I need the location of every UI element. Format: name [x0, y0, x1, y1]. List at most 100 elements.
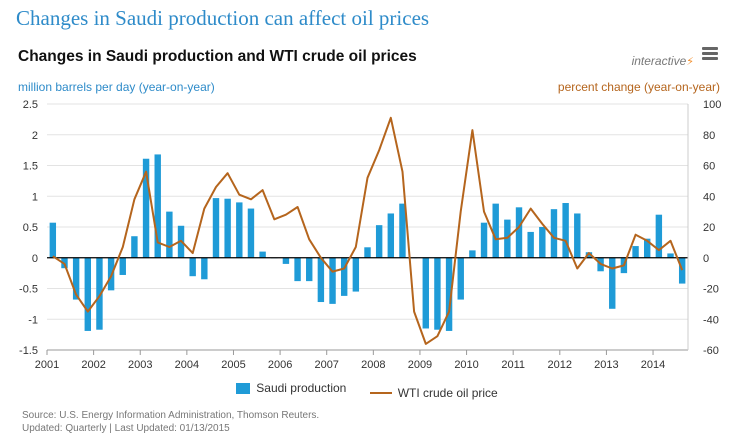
saudi-production-bar	[469, 250, 476, 258]
saudi-production-bar	[632, 246, 639, 258]
saudi-production-bar	[527, 231, 534, 258]
bar-swatch-icon	[236, 382, 251, 394]
hamburger-menu-icon[interactable]	[702, 47, 718, 61]
saudi-production-bar	[247, 208, 255, 258]
legend-item-wti-price[interactable]: WTI crude oil price	[369, 385, 498, 400]
saudi-production-bar	[550, 209, 558, 258]
x-tick-label: 2013	[594, 359, 618, 371]
left-tick-label: 1.5	[23, 161, 38, 173]
saudi-production-bar	[236, 202, 243, 258]
right-tick-label: 100	[703, 99, 721, 111]
saudi-production-bar	[306, 257, 313, 282]
x-tick-label: 2004	[175, 359, 199, 371]
saudi-production-bar	[364, 247, 371, 258]
saudi-production-bar	[340, 257, 348, 296]
left-tick-label: 2	[32, 130, 38, 142]
saudi-production-bar	[49, 222, 57, 258]
saudi-production-bar	[457, 257, 464, 300]
x-tick-label: 2012	[548, 359, 572, 371]
saudi-production-bar	[574, 213, 581, 258]
saudi-production-bar	[224, 198, 231, 258]
saudi-production-bar	[72, 257, 80, 300]
saudi-production-bar	[562, 203, 569, 258]
saudi-production-bar	[585, 252, 593, 258]
saudi-production-bar	[119, 257, 126, 275]
footer-source: Source: U.S. Energy Information Administ…	[22, 410, 320, 421]
right-tick-label: 60	[703, 161, 715, 173]
wti-price-line	[52, 116, 684, 345]
saudi-production-bar	[445, 257, 453, 331]
saudi-production-bar	[294, 257, 301, 282]
x-tick-label: 2006	[268, 359, 292, 371]
interactive-label[interactable]: interactive⚡	[632, 54, 694, 68]
saudi-production-bar	[387, 213, 395, 258]
legend-label-saudi-production: Saudi production	[256, 381, 347, 395]
right-tick-label: -40	[703, 314, 719, 326]
line-swatch-icon	[369, 391, 392, 394]
saudi-production-bar	[189, 257, 196, 277]
menu-line	[702, 57, 718, 60]
x-tick-label: 2007	[314, 359, 338, 371]
left-axis-label: million barrels per day (year-on-year)	[18, 80, 215, 94]
left-tick-label: 1	[32, 191, 38, 203]
saudi-production-bar	[142, 158, 150, 258]
chart-title: Changes in Saudi production and WTI crud…	[18, 48, 417, 65]
footer-updated: Updated: Quarterly | Last Updated: 01/13…	[22, 423, 230, 434]
left-tick-label: -1	[28, 314, 38, 326]
saudi-production-bar	[131, 236, 138, 258]
lightning-bolt-icon: ⚡	[686, 56, 694, 68]
right-tick-label: 0	[703, 253, 709, 265]
saudi-production-bar	[678, 257, 686, 284]
legend: Saudi production WTI crude oil price	[0, 381, 734, 400]
saudi-production-bar	[492, 203, 499, 258]
right-axis-label: percent change (year-on-year)	[557, 80, 720, 94]
saudi-production-bar	[480, 222, 488, 258]
saudi-production-bar	[515, 207, 523, 258]
left-tick-label: 0	[32, 253, 38, 265]
x-tick-label: 2003	[128, 359, 152, 371]
saudi-production-bar	[166, 211, 173, 258]
saudi-production-bar	[667, 253, 674, 258]
interactive-text: interactive	[631, 54, 687, 68]
right-tick-label: 40	[703, 191, 715, 203]
x-tick-label: 2014	[641, 359, 665, 371]
legend-item-saudi-production[interactable]: Saudi production	[236, 381, 346, 395]
saudi-production-bar	[259, 251, 266, 258]
left-tick-label: -1.5	[19, 345, 38, 357]
x-tick-label: 2010	[454, 359, 478, 371]
right-tick-label: 20	[703, 222, 715, 234]
x-tick-label: 2005	[221, 359, 245, 371]
x-tick-label: 2011	[501, 359, 525, 371]
x-tick-label: 2009	[408, 359, 432, 371]
saudi-production-bar	[655, 214, 663, 258]
saudi-production-bar	[352, 257, 360, 292]
saudi-production-bar	[282, 257, 290, 264]
saudi-production-bar	[84, 257, 91, 331]
saudi-production-bar	[329, 257, 336, 304]
right-tick-label: 80	[703, 130, 715, 142]
left-tick-label: 2.5	[23, 99, 38, 111]
x-tick-label: 2008	[361, 359, 385, 371]
saudi-production-bar	[212, 198, 220, 258]
saudi-production-bar	[434, 257, 441, 330]
saudi-production-bar	[399, 203, 406, 258]
saudi-production-bar	[201, 257, 208, 280]
saudi-production-bar	[539, 227, 546, 258]
x-tick-label: 2002	[81, 359, 105, 371]
legend-label-wti-price: WTI crude oil price	[397, 385, 498, 400]
saudi-production-bar	[154, 154, 161, 258]
menu-line	[702, 47, 718, 50]
page-title: Changes in Saudi production can affect o…	[16, 6, 430, 30]
saudi-production-bar	[375, 225, 383, 258]
saudi-production-bar	[644, 238, 651, 258]
right-tick-label: -60	[703, 345, 719, 357]
saudi-production-bar	[422, 257, 429, 329]
left-tick-label: -0.5	[19, 284, 38, 296]
right-tick-label: -20	[703, 284, 719, 296]
saudi-production-bar	[317, 257, 325, 303]
saudi-production-bar	[609, 257, 616, 309]
x-tick-label: 2001	[35, 359, 59, 371]
menu-line	[702, 52, 718, 55]
left-tick-label: 0.5	[23, 222, 38, 234]
